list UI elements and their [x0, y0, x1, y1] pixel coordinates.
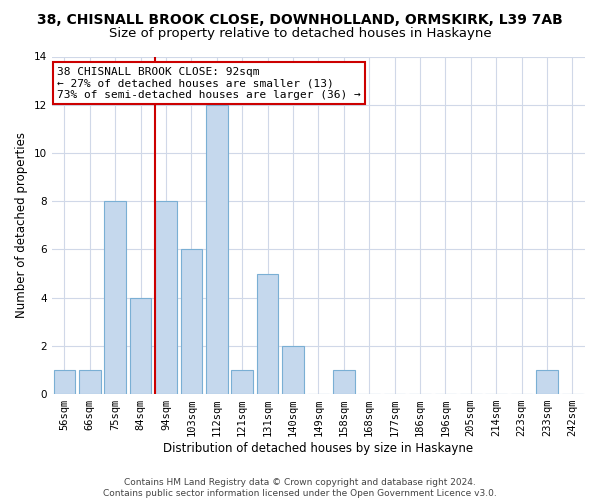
- Bar: [155, 201, 177, 394]
- Bar: [536, 370, 557, 394]
- Bar: [232, 370, 253, 394]
- Bar: [104, 201, 126, 394]
- Bar: [79, 370, 101, 394]
- Bar: [181, 250, 202, 394]
- Y-axis label: Number of detached properties: Number of detached properties: [15, 132, 28, 318]
- Bar: [53, 370, 75, 394]
- X-axis label: Distribution of detached houses by size in Haskayne: Distribution of detached houses by size …: [163, 442, 473, 455]
- Text: 38, CHISNALL BROOK CLOSE, DOWNHOLLAND, ORMSKIRK, L39 7AB: 38, CHISNALL BROOK CLOSE, DOWNHOLLAND, O…: [37, 12, 563, 26]
- Bar: [257, 274, 278, 394]
- Text: Size of property relative to detached houses in Haskayne: Size of property relative to detached ho…: [109, 28, 491, 40]
- Text: Contains HM Land Registry data © Crown copyright and database right 2024.
Contai: Contains HM Land Registry data © Crown c…: [103, 478, 497, 498]
- Bar: [333, 370, 355, 394]
- Text: 38 CHISNALL BROOK CLOSE: 92sqm
← 27% of detached houses are smaller (13)
73% of : 38 CHISNALL BROOK CLOSE: 92sqm ← 27% of …: [57, 66, 361, 100]
- Bar: [282, 346, 304, 394]
- Bar: [206, 104, 227, 394]
- Bar: [130, 298, 151, 394]
